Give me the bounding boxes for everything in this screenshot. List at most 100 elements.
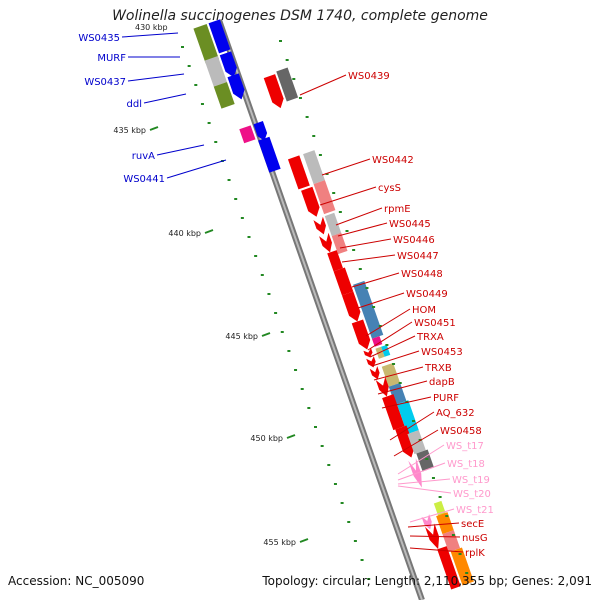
tick-dot-left	[347, 521, 351, 523]
gene-feature-13	[301, 186, 320, 217]
gene-label-right: WS0446	[393, 235, 435, 246]
leader-line-right	[337, 222, 388, 237]
gene-feature-16	[324, 212, 342, 237]
gene-label-right: WS0451	[414, 318, 456, 329]
gene-feature-12	[303, 150, 325, 185]
leader-line-left	[156, 144, 205, 156]
gene-block	[208, 19, 231, 54]
leader-line-right	[409, 535, 461, 538]
tick-dot-left	[227, 179, 231, 181]
tick-dot-right	[285, 59, 289, 61]
tick-dot-right	[458, 553, 462, 555]
gene-feature-9	[263, 74, 284, 109]
leader-line-right	[365, 308, 411, 337]
gene-feature-1	[208, 19, 231, 54]
gene-label-right: WS0442	[372, 155, 414, 166]
gene-label-right: secE	[461, 519, 484, 530]
gene-feature-6	[239, 125, 256, 144]
gene-label-right: WS_t21	[456, 505, 494, 516]
tick-dot-left	[181, 46, 184, 48]
gene-arrow	[341, 291, 361, 322]
kbp-tick-label: 445 kbp	[225, 332, 258, 341]
tick-dot-left	[207, 122, 211, 124]
kbp-tick-label: 455 kbp	[263, 538, 296, 547]
tick-dot-left	[260, 274, 264, 276]
gene-label-right: nusG	[462, 533, 488, 544]
gene-feature-24	[371, 336, 383, 347]
gene-block	[303, 150, 325, 185]
tick-dot-right	[312, 135, 316, 137]
gene-chevron	[319, 232, 332, 253]
gene-feature-44	[437, 546, 461, 590]
gene-feature-15	[313, 216, 326, 235]
gene-label-right: WS0439	[348, 71, 390, 82]
gene-feature-5	[227, 73, 245, 100]
gene-feature-4	[213, 81, 235, 109]
gene-label-left: ruvA	[132, 151, 155, 162]
tick-dot-right	[412, 420, 415, 422]
kbp-tick-mark	[149, 126, 159, 131]
gene-block	[416, 449, 434, 472]
tick-dot-left	[214, 141, 218, 143]
leader-line-right	[393, 429, 439, 457]
kbp-tick-label: 435 kbp	[113, 126, 146, 135]
gene-block	[313, 180, 336, 215]
gene-label-right: WS0448	[401, 269, 443, 280]
gene-feature-29	[369, 366, 380, 380]
gene-block	[333, 267, 354, 296]
tick-dot-right	[345, 230, 349, 232]
gene-label-left: MURF	[97, 53, 126, 64]
leader-line-right	[357, 292, 405, 309]
tick-dot-left	[274, 312, 278, 314]
gene-label-right: TRXB	[424, 363, 452, 374]
tick-dot-right	[378, 325, 382, 327]
gene-feature-2	[204, 55, 227, 87]
gene-feature-25	[363, 348, 373, 358]
gene-label-right: WS0449	[406, 289, 448, 300]
gene-arrow	[263, 74, 284, 109]
leader-line-right	[397, 444, 445, 475]
leader-line-right	[397, 485, 452, 494]
gene-feature-45	[450, 547, 474, 586]
tick-dot-right	[445, 515, 449, 517]
gene-block	[258, 136, 281, 173]
gene-label-right: WS_t20	[453, 489, 491, 500]
gene-label-left: WS0437	[84, 77, 126, 88]
gene-chevron	[363, 348, 373, 358]
genome-title: Wolinella succinogenes DSM 1740, complet…	[112, 8, 488, 24]
gene-feature-17	[319, 232, 332, 253]
tick-dot-right	[438, 496, 442, 498]
gene-block	[331, 232, 348, 255]
leader-line-right	[367, 321, 413, 351]
tick-dot-right	[451, 534, 455, 536]
gene-chevron	[366, 356, 376, 368]
tick-dot-right	[385, 344, 389, 346]
leader-line-left	[121, 32, 179, 38]
tick-dot-right	[465, 572, 469, 574]
tick-dot-left	[280, 331, 284, 333]
tick-dot-right	[372, 306, 376, 308]
gene-block	[353, 280, 384, 339]
leader-line-right	[369, 335, 416, 358]
tick-dot-right	[431, 477, 435, 479]
gene-feature-37	[416, 449, 434, 472]
gene-label-left: WS0435	[78, 33, 120, 44]
gene-feature-30	[381, 362, 401, 387]
gene-block	[204, 55, 227, 87]
kbp-tick-label: 440 kbp	[168, 229, 201, 238]
gene-label-right: PURF	[433, 393, 459, 404]
kbp-tick-label-top: 430 kbp	[135, 23, 168, 32]
gene-label-right: WS_t17	[446, 441, 484, 452]
gene-feature-19	[327, 250, 343, 272]
tick-dot-right	[338, 211, 342, 213]
gene-feature-20	[333, 267, 354, 296]
tick-dot-right	[279, 40, 282, 42]
gene-label-right: WS0458	[440, 426, 482, 437]
leader-line-right	[409, 508, 455, 523]
gene-chevron	[369, 366, 380, 380]
tick-dot-left	[247, 236, 251, 238]
leader-line-right	[321, 158, 371, 176]
gene-feature-11	[287, 155, 310, 190]
gene-arrow	[351, 319, 371, 350]
